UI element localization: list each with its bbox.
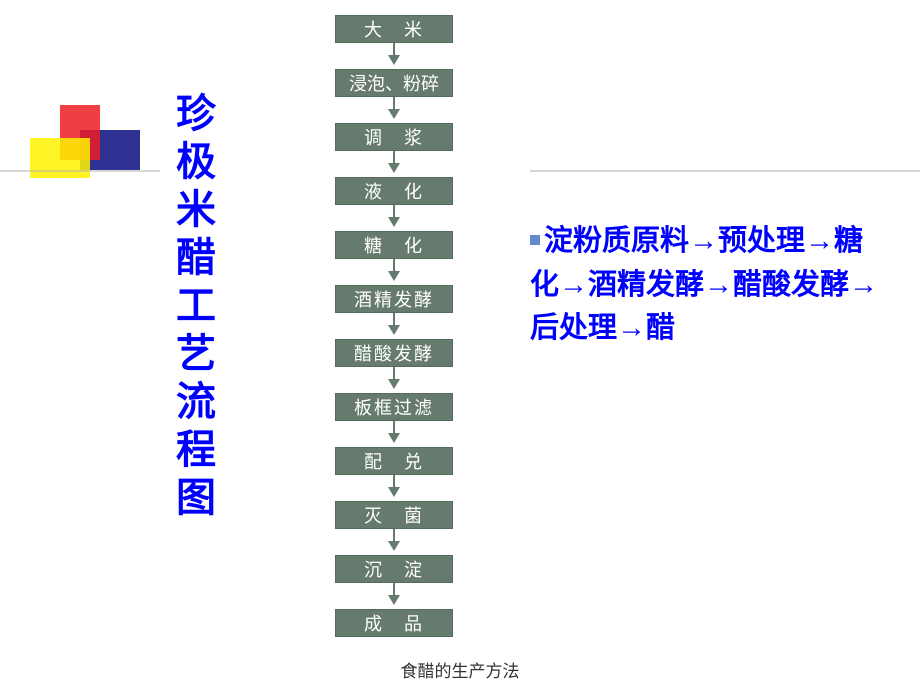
flow-node: 糖 化 [335,231,453,259]
flow-node: 醋酸发酵 [335,339,453,367]
summary-text: 淀粉质原料→预处理→糖化→酒精发酵→醋酸发酵→后处理→醋 [530,220,890,351]
flow-node: 配 兑 [335,447,453,475]
vertical-title: 珍极米醋工艺流程图 [165,92,219,524]
footer-text: 食醋的生产方法 [0,657,920,682]
divider-right [530,170,920,172]
flow-node: 沉 淀 [335,555,453,583]
flow-node: 灭 菌 [335,501,453,529]
divider-left [0,170,160,172]
flow-node: 板框过滤 [335,393,453,421]
flow-node: 大 米 [335,15,453,43]
decorative-shapes [30,100,150,180]
summary-content: 淀粉质原料→预处理→糖化→酒精发酵→醋酸发酵→后处理→醋 [530,225,878,344]
flow-node: 液 化 [335,177,453,205]
bullet-icon [530,235,540,245]
flow-node: 酒精发酵 [335,285,453,313]
flowchart: 大 米浸泡、粉碎调 浆液 化糖 化酒精发酵醋酸发酵板框过滤配 兑灭 菌沉 淀成 … [335,15,453,637]
shape-yellow [30,138,90,178]
flow-node: 浸泡、粉碎 [335,69,453,97]
flow-node: 成 品 [335,609,453,637]
flow-node: 调 浆 [335,123,453,151]
